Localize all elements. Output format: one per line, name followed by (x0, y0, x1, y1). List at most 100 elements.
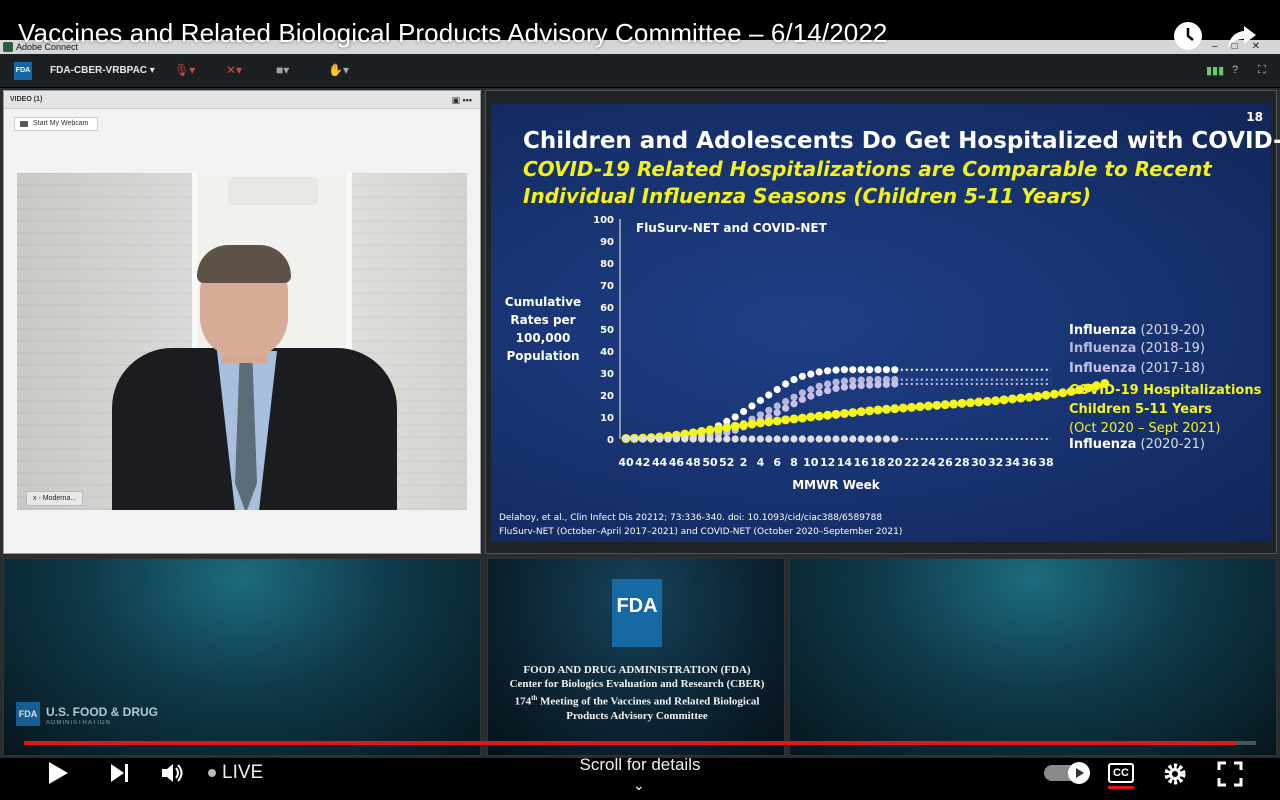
meeting-info-line4: Products Advisory Committee (566, 709, 708, 722)
live-indicator-icon (208, 769, 216, 777)
x-tick-label: 32 (988, 456, 1003, 469)
next-icon[interactable] (108, 760, 132, 791)
window-controls[interactable]: –□✕ (1212, 41, 1274, 52)
participant-name-tag: x - Moderna... (26, 491, 84, 506)
series-point-3 (797, 413, 807, 423)
captions-button[interactable]: CC (1108, 763, 1134, 783)
connection-status-icon[interactable]: ▮▮▮ (1206, 65, 1225, 77)
series-point-3 (1075, 385, 1085, 395)
room-menu[interactable]: FDA-CBER-VRBPAC ▾ (50, 65, 155, 76)
fullscreen-icon[interactable]: ⛶ (1258, 64, 1266, 76)
series-point-1 (815, 382, 823, 390)
y-tick-label: 40 (600, 347, 614, 358)
legend-entry: (Oct 2020 – Sept 2021) (1069, 421, 1220, 436)
series-point-3 (957, 398, 967, 408)
x-tick-label: 16 (854, 456, 870, 469)
y-tick-label: 70 (600, 281, 614, 292)
settings-gear-icon[interactable] (1162, 761, 1188, 792)
series-point-0 (807, 370, 815, 378)
chevron-down-icon[interactable]: ⌄ (633, 777, 645, 793)
series-point-3 (898, 403, 908, 413)
series-point-3 (789, 414, 799, 424)
start-webcam-button[interactable]: Start My Webcam (14, 117, 98, 131)
y-axis-label-line: Cumulative (505, 295, 581, 309)
y-tick-label: 0 (607, 435, 614, 446)
series-point-3 (949, 399, 959, 409)
series-point-3 (940, 400, 950, 410)
series-point-3 (730, 421, 740, 431)
x-tick-label: 4 (757, 456, 765, 469)
series-point-4 (740, 435, 748, 443)
series-point-3 (848, 408, 858, 418)
x-tick-label: 10 (803, 456, 819, 469)
autoplay-toggle[interactable] (1044, 762, 1090, 784)
series-point-0 (824, 367, 832, 375)
y-tick-label: 30 (600, 369, 614, 380)
x-tick-label: 44 (652, 456, 668, 469)
series-point-4 (874, 435, 882, 443)
scroll-hint[interactable]: Scroll for details (579, 755, 701, 774)
series-point-3 (890, 404, 900, 414)
share-pod: 18 Children and Adolescents Do Get Hospi… (485, 90, 1280, 554)
series-point-2 (857, 381, 865, 390)
meeting-info-line1: FOOD AND DRUG ADMINISTRATION (FDA) (523, 664, 751, 676)
series-point-4 (765, 435, 773, 443)
volume-icon[interactable] (160, 760, 186, 791)
series-point-1 (840, 377, 848, 385)
series-point-0 (740, 407, 748, 416)
series-point-1 (782, 398, 790, 406)
series-point-3 (697, 427, 707, 437)
series-point-3 (688, 428, 698, 438)
series-point-4 (782, 435, 790, 443)
y-tick-label: 50 (600, 325, 614, 336)
series-point-4 (824, 435, 832, 443)
help-icon[interactable]: ? (1232, 64, 1239, 76)
fda-info-pod: FDA FOOD AND DRUG ADMINISTRATION (FDA) C… (487, 558, 785, 756)
series-point-4 (840, 435, 848, 443)
camera-icon[interactable]: ■▾ (276, 63, 290, 77)
series-point-0 (849, 366, 857, 374)
series-point-2 (840, 383, 848, 391)
series-point-0 (866, 366, 874, 374)
fullscreen-icon[interactable] (1217, 761, 1243, 792)
x-tick-label: 50 (702, 456, 718, 469)
video-title[interactable]: Vaccines and Related Biological Products… (18, 18, 888, 48)
slide-title: Children and Adolescents Do Get Hospital… (523, 128, 1280, 154)
slide-subtitle-line1: COVID-19 Related Hospitalizations are Co… (523, 157, 1212, 181)
progress-played (24, 741, 1236, 745)
progress-bar[interactable] (24, 741, 1256, 745)
y-tick-label: 90 (600, 237, 614, 248)
series-point-3 (747, 419, 757, 429)
video-pod-header: VIDEO (1) ▣ ••• (4, 91, 480, 109)
series-point-0 (874, 366, 882, 374)
y-tick-label: 10 (600, 413, 614, 424)
slide-subtitle-line2: Individual Influenza Seasons (Children 5… (523, 184, 1091, 208)
y-axis-label-line: Population (506, 349, 579, 363)
x-tick-label: 24 (921, 456, 937, 469)
series-point-4 (866, 435, 874, 443)
series-point-4 (857, 435, 865, 443)
pod-options-icon[interactable]: ▣ ••• (451, 95, 472, 105)
microphone-muted-icon[interactable]: 🎙︎▾ (174, 63, 196, 77)
series-point-2 (849, 382, 857, 390)
play-icon[interactable] (46, 760, 70, 791)
speaker-muted-icon[interactable]: ✕▾ (226, 63, 243, 77)
series-point-4 (664, 435, 672, 443)
series-point-3 (881, 404, 891, 414)
series-point-0 (891, 366, 899, 374)
fda-brand-subtext: ADMINISTRATION (46, 720, 111, 726)
live-label[interactable]: LIVE (222, 762, 264, 783)
series-point-2 (773, 409, 781, 417)
watch-later-icon[interactable] (1172, 20, 1204, 57)
series-point-0 (723, 417, 731, 425)
y-tick-label: 60 (600, 303, 614, 314)
series-point-4 (656, 435, 664, 443)
series-point-3 (1100, 379, 1110, 389)
share-icon[interactable] (1226, 20, 1258, 57)
series-point-0 (790, 376, 798, 384)
fda-logo-icon: FDA (16, 702, 40, 726)
series-point-3 (1041, 390, 1051, 400)
series-point-3 (1066, 386, 1076, 396)
slide-subtitle: COVID-19 Related Hospitalizations are Co… (523, 156, 1223, 210)
raise-hand-icon[interactable]: ✋▾ (328, 63, 349, 77)
